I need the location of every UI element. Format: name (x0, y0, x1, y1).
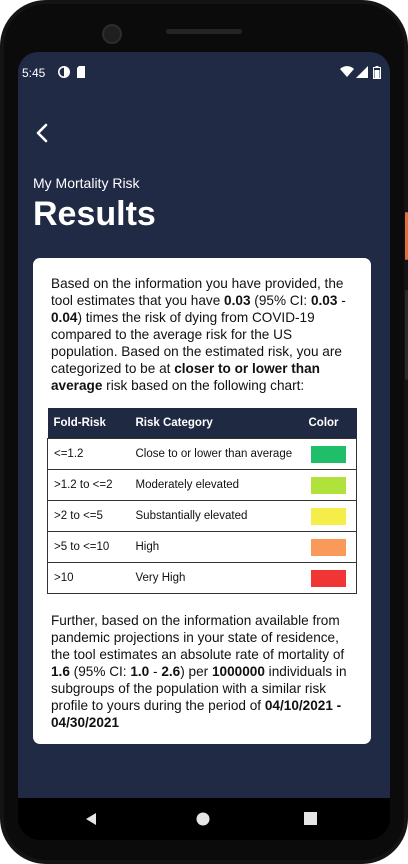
wifi-icon (340, 66, 354, 81)
color-cell (304, 438, 357, 470)
risk-category-table: Fold-Risk Risk Category Color <=1.2 Clos… (47, 408, 357, 594)
color-cell (304, 531, 357, 563)
color-swatch (310, 569, 346, 587)
power-button (405, 212, 408, 260)
risk-category-value: closer to or lower than average (51, 361, 320, 393)
table-row: >2 to <=5 Substantially elevated (47, 500, 357, 532)
column-header-fold-risk: Fold-Risk (47, 408, 130, 439)
table-row: >10 Very High (47, 562, 357, 594)
page-title: Results (33, 195, 156, 233)
color-swatch (310, 476, 346, 494)
fold-risk-cell: >2 to <=5 (47, 500, 130, 532)
color-swatch (310, 538, 346, 556)
volume-button (405, 290, 408, 380)
battery-icon (373, 66, 381, 82)
fold-risk-cell: <=1.2 (47, 438, 130, 470)
risk-category-cell: Close to or lower than average (129, 438, 305, 470)
circle-home-icon (196, 812, 210, 826)
summary-text-2: (95% CI: (250, 293, 311, 308)
status-time: 5:45 (22, 66, 46, 80)
risk-category-cell: High (129, 531, 305, 563)
mortality-ci-high: 2.6 (161, 664, 181, 679)
ci-separator: - (337, 293, 346, 308)
chevron-left-icon (36, 123, 48, 143)
ci-high-value: 0.04 (51, 310, 78, 325)
color-cell (304, 562, 357, 594)
color-swatch (310, 445, 346, 463)
app-screen: 5:45 My Mortality Risk Results (18, 52, 390, 798)
earpiece-speaker (166, 29, 242, 34)
color-cell (304, 469, 357, 501)
page-subtitle: My Mortality Risk (33, 175, 140, 191)
cell-signal-icon (356, 66, 368, 81)
ci-low-value: 0.03 (310, 293, 338, 308)
status-bar: 5:45 (18, 52, 390, 88)
risk-category-cell: Very High (129, 562, 305, 594)
sd-card-icon (76, 66, 86, 81)
population-base-value: 1000000 (211, 664, 265, 679)
table-row: >5 to <=10 High (47, 531, 357, 563)
mortality-text-4: individuals in subgroups of the populati… (51, 664, 347, 713)
fold-risk-cell: >1.2 to <=2 (47, 469, 130, 501)
period-value: 04/10/2021 - 04/30/2021 (51, 698, 342, 730)
mortality-text-1: Further, based on the information availa… (51, 613, 345, 662)
table-header-row: Fold-Risk Risk Category Color (47, 408, 357, 439)
mortality-ci-low: 1.0 (130, 664, 150, 679)
back-button[interactable] (30, 120, 56, 146)
table-row: >1.2 to <=2 Moderately elevated (47, 469, 357, 501)
data-saver-icon (58, 66, 70, 81)
nav-recents-button[interactable] (304, 812, 317, 830)
mortality-text-3: ) per (180, 664, 212, 679)
mortality-rate-value: 1.6 (51, 664, 70, 679)
mortality-ci-separator: - (149, 664, 162, 679)
results-card: Based on the information you have provid… (33, 258, 371, 744)
risk-category-cell: Substantially elevated (129, 500, 305, 532)
triangle-back-icon (86, 813, 96, 825)
square-recents-icon (304, 812, 317, 825)
color-swatch (310, 507, 346, 525)
system-nav-bar (18, 798, 390, 840)
column-header-risk-category: Risk Category (129, 408, 305, 439)
fold-risk-cell: >10 (47, 562, 130, 594)
front-camera (102, 24, 122, 44)
risk-summary-text: Based on the information you have provid… (51, 275, 355, 394)
risk-category-cell: Moderately elevated (129, 469, 305, 501)
table-row: <=1.2 Close to or lower than average (47, 438, 357, 470)
fold-risk-value: 0.03 (224, 293, 251, 308)
nav-back-button[interactable] (84, 812, 98, 831)
nav-home-button[interactable] (196, 812, 210, 831)
mortality-text-2: (95% CI: (69, 664, 131, 679)
summary-text-1: Based on the information you have provid… (51, 276, 344, 308)
column-header-color: Color (304, 408, 357, 439)
color-cell (304, 500, 357, 532)
mortality-estimate-text: Further, based on the information availa… (51, 612, 355, 731)
summary-text-4: risk based on the following chart: (102, 378, 305, 393)
summary-text-3: ) times the risk of dying from COVID-19 … (51, 310, 342, 376)
fold-risk-cell: >5 to <=10 (47, 531, 130, 563)
